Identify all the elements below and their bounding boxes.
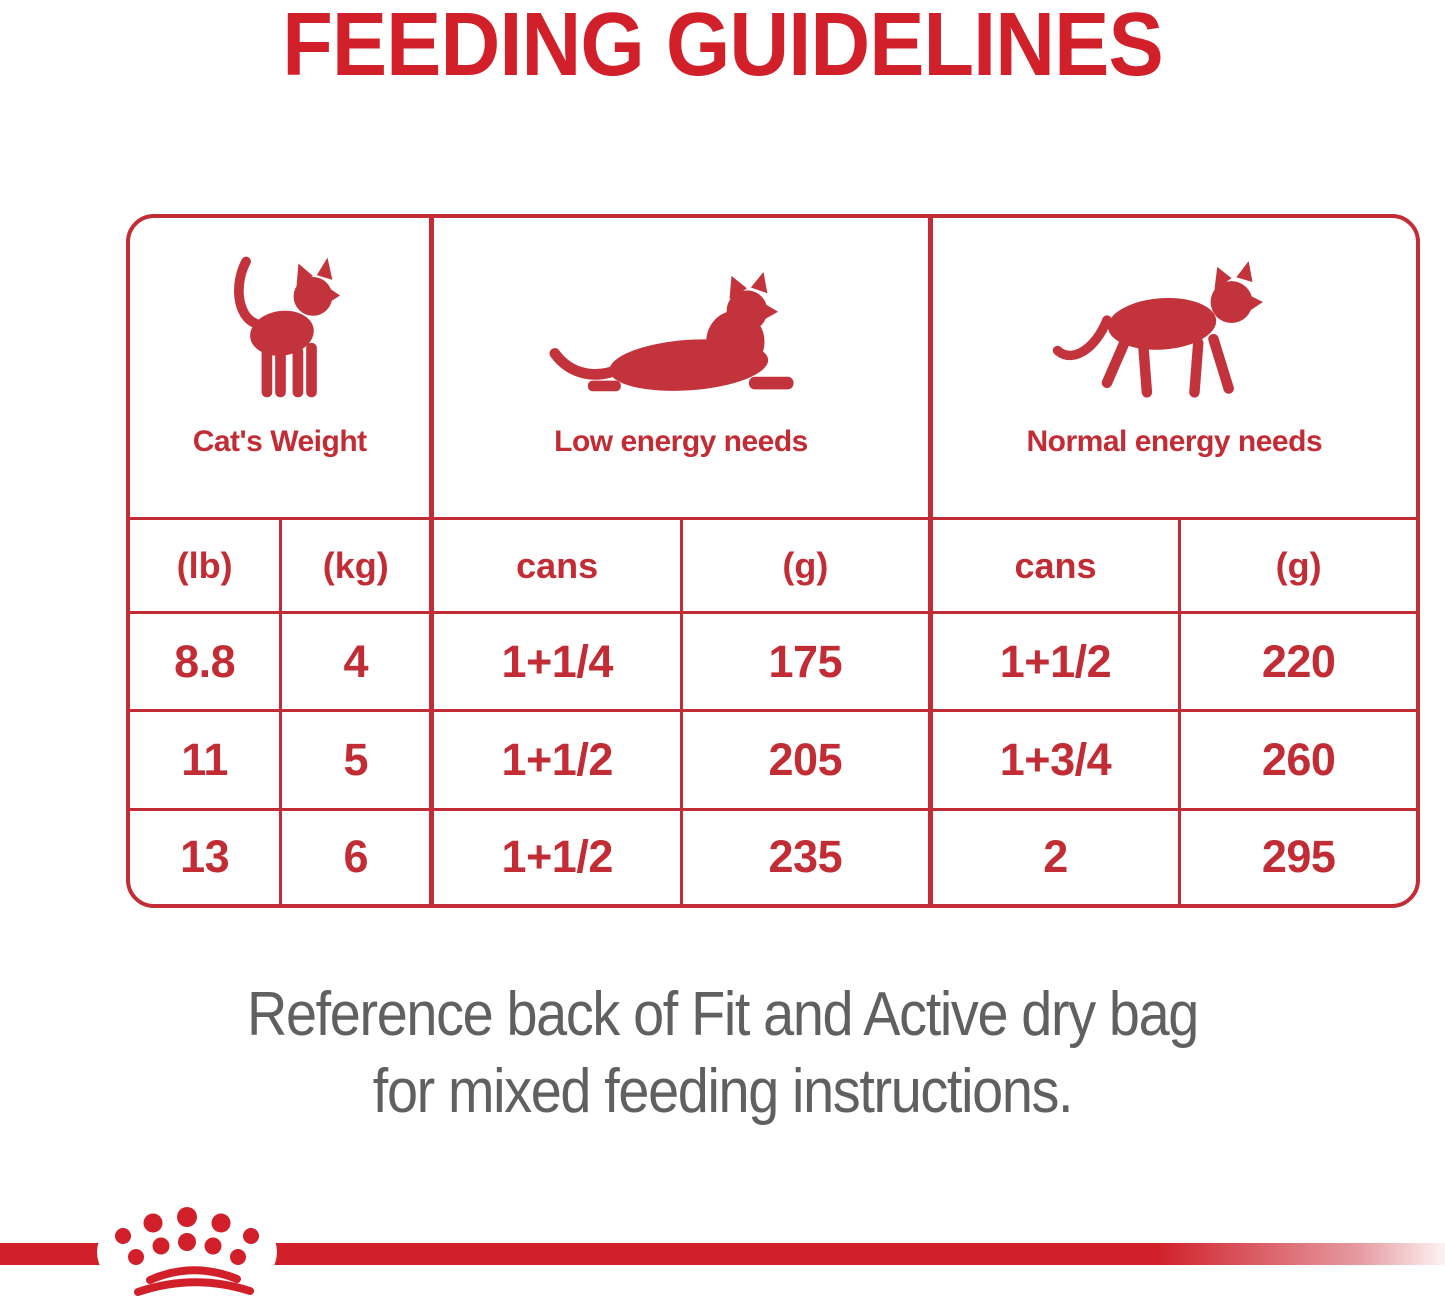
table-cell: 5: [279, 709, 430, 808]
table-cell: 1+1/2: [429, 807, 680, 904]
table-cell: 4: [279, 611, 430, 710]
column-header-kg: (kg): [279, 516, 430, 612]
footer-red-band: [0, 1243, 1445, 1265]
column-header-g-low: (g): [680, 516, 928, 612]
lying-cat-icon: [549, 271, 794, 392]
walking-cat-icon-box: [933, 218, 1416, 425]
table-cell: 295: [1178, 807, 1416, 904]
table-cell: 220: [1178, 611, 1416, 710]
column-header-cans-normal: cans: [927, 516, 1179, 612]
table-cell: 13: [130, 807, 280, 904]
column-header-g-normal: (g): [1178, 516, 1416, 612]
table-cell: 1+1/4: [429, 611, 680, 710]
table-cell: 1+1/2: [927, 611, 1179, 710]
section-label-low-energy: Low energy needs: [554, 424, 808, 458]
section-normal-energy: Normal energy needs: [927, 218, 1416, 517]
section-label-normal-energy: Normal energy needs: [1026, 424, 1323, 458]
table-cell: 8.8: [130, 611, 280, 709]
table-cell: 205: [680, 709, 928, 808]
table-cell: 6: [279, 807, 430, 904]
section-cats-weight: Cat's Weight: [130, 218, 429, 517]
mixed-feeding-note: Reference back of Fit and Active dry bag…: [72, 976, 1373, 1130]
section-low-energy: Low energy needs: [429, 218, 927, 517]
table-cell: 1+1/2: [429, 709, 680, 808]
table-cell: 175: [680, 611, 928, 710]
column-header-cans-low: cans: [429, 516, 680, 612]
standing-cat-icon: [233, 257, 340, 398]
table-cell: 11: [130, 709, 280, 807]
walking-cat-icon: [1053, 261, 1264, 398]
table-cell: 1+3/4: [927, 709, 1179, 808]
table-cell: 2: [927, 807, 1179, 904]
table-cell: 235: [680, 807, 928, 904]
feeding-guidelines-table: Cat's Weight Low energy needs: [126, 214, 1420, 908]
column-header-lb: (lb): [130, 516, 280, 611]
royal-canin-crown-logo: [97, 1198, 277, 1298]
note-line-2: for mixed feeding instructions.: [372, 1057, 1074, 1126]
lying-cat-icon-box: [434, 218, 927, 425]
note-line-1: Reference back of Fit and Active dry bag: [247, 980, 1199, 1049]
page-title: FEEDING GUIDELINES: [282, 0, 1163, 95]
table-cell: 260: [1178, 709, 1416, 808]
section-label-cats-weight: Cat's Weight: [192, 424, 367, 458]
standing-cat-icon-box: [130, 218, 429, 425]
